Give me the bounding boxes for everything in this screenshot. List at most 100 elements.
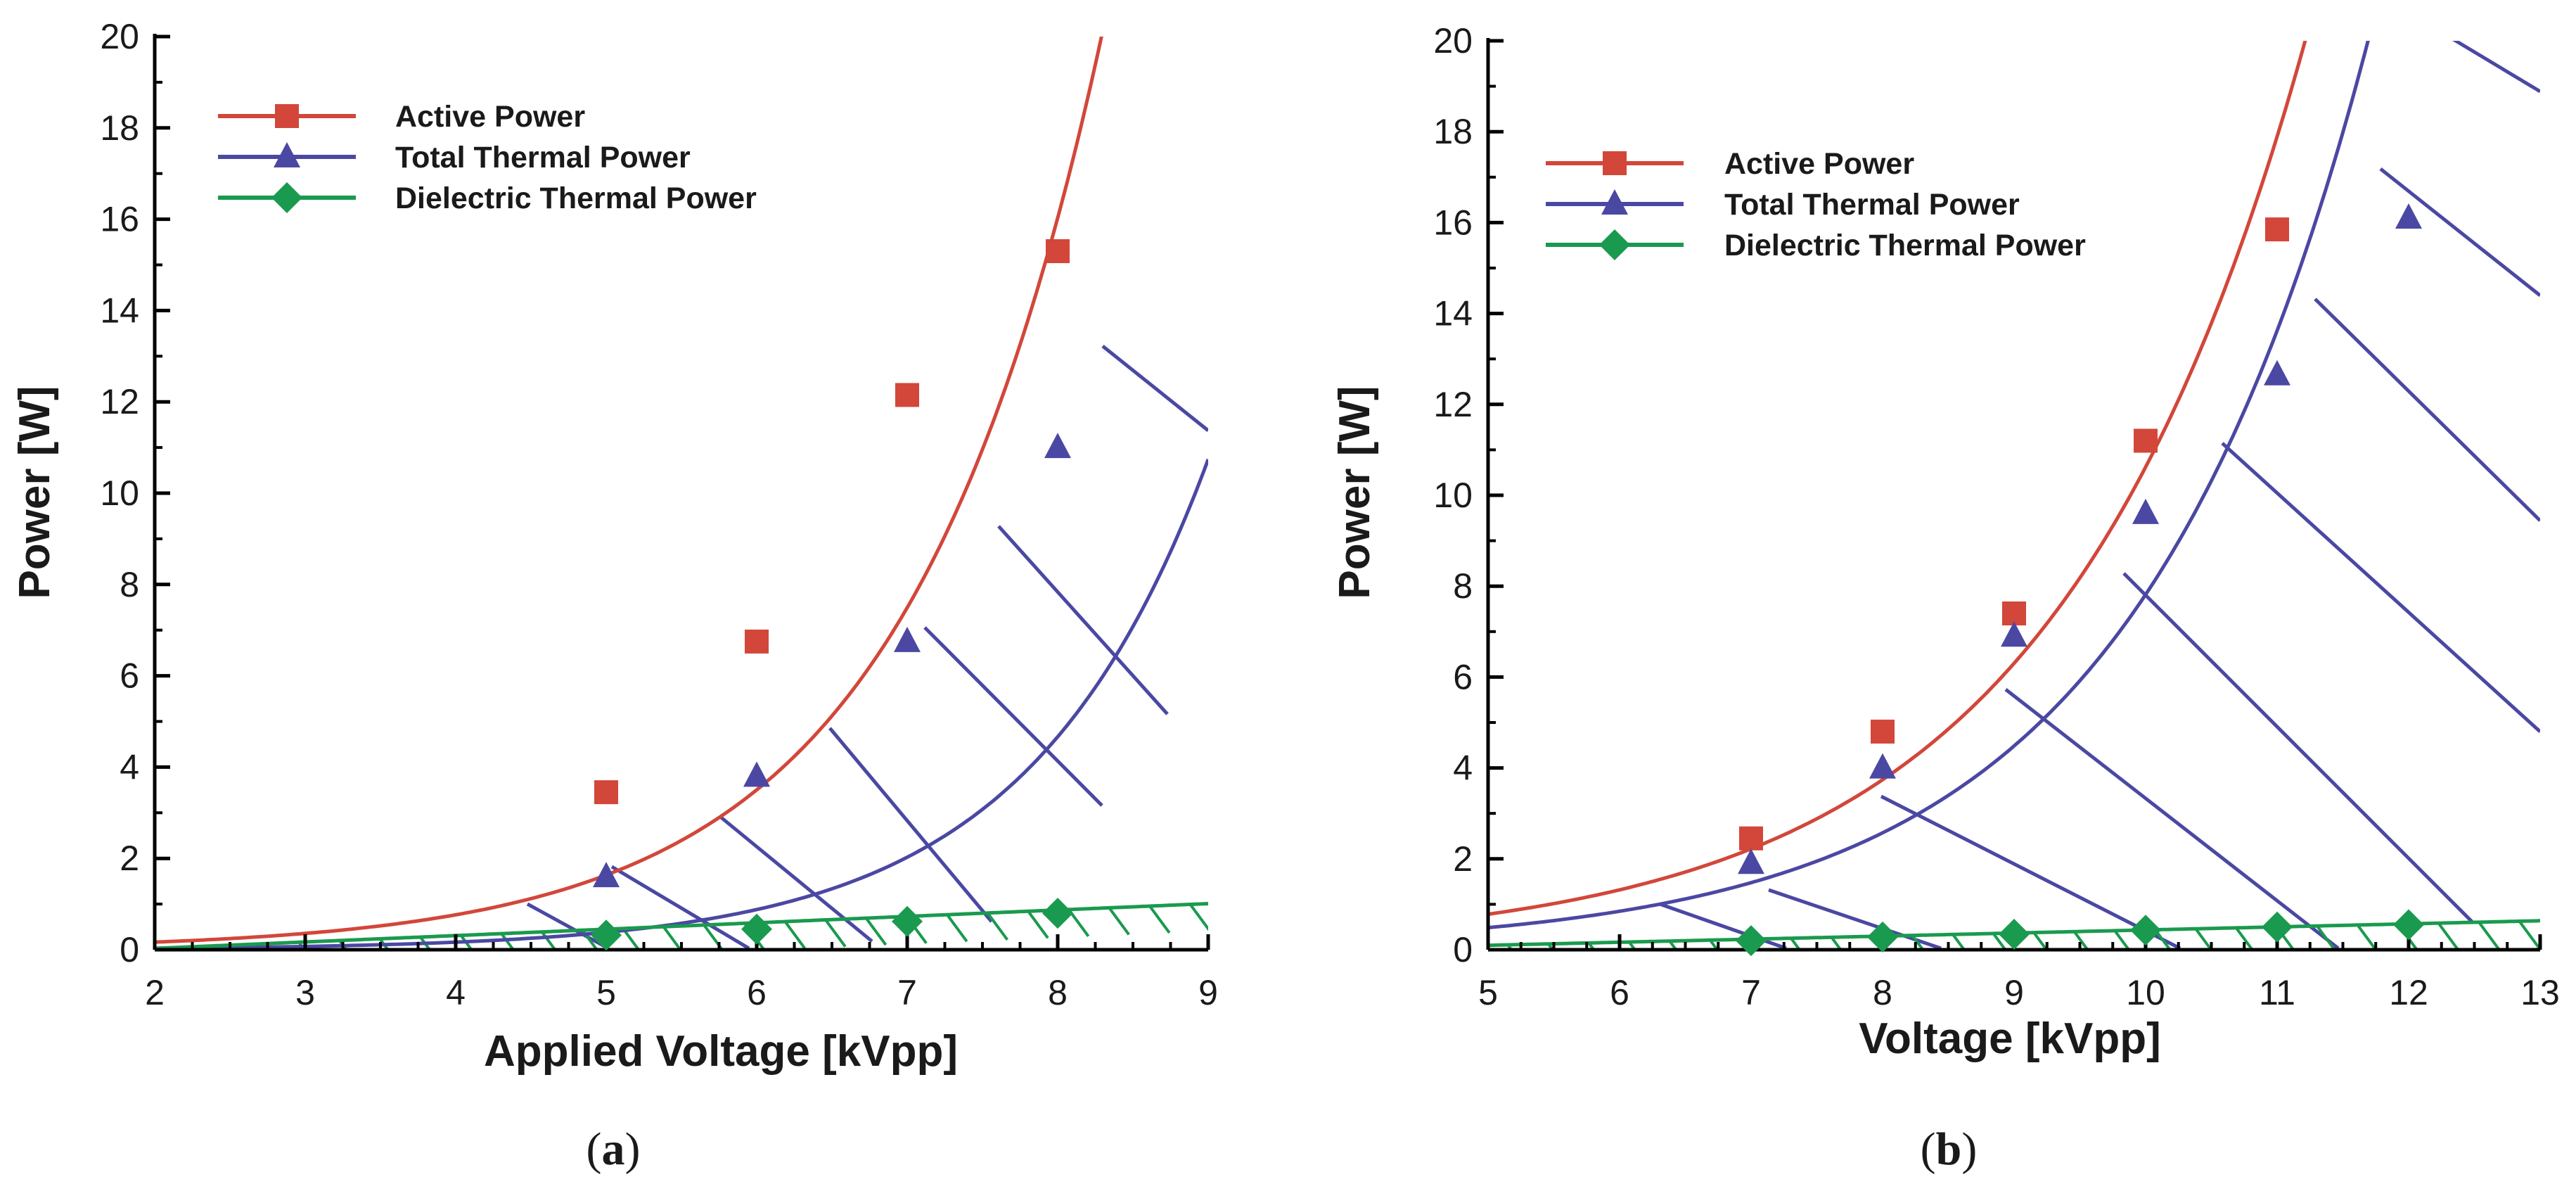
legend-label: Active Power xyxy=(395,100,585,134)
x-tick-label: 6 xyxy=(747,973,767,1012)
y-tick-label: 0 xyxy=(1453,930,1473,969)
hatch-line xyxy=(526,902,610,950)
hatch-tick xyxy=(2518,920,2540,949)
hatch-line xyxy=(2314,298,2540,522)
x-axis-title: Applied Voltage [kVpp] xyxy=(484,1027,958,1076)
data-point-diamond xyxy=(741,913,772,945)
y-tick-label: 0 xyxy=(120,930,139,969)
caption-b: (b) xyxy=(1921,1123,1978,1175)
data-point-square xyxy=(594,780,618,805)
hatch-tick xyxy=(1628,941,1637,950)
hatch-tick xyxy=(1148,905,1171,934)
hatch-tick xyxy=(1668,940,1678,950)
y-tick-label: 10 xyxy=(1433,476,1473,515)
legend-marker-triangle xyxy=(274,142,300,167)
hatch-line xyxy=(2122,572,2473,923)
hatch-tick xyxy=(1546,943,1555,950)
data-point-triangle xyxy=(2132,498,2159,524)
hatch-line xyxy=(2452,41,2540,94)
series-2-markers xyxy=(591,898,1073,951)
hatch-line xyxy=(997,525,1169,715)
legend-item: Active Power xyxy=(1546,147,1914,181)
x-tick-label: 7 xyxy=(1741,973,1761,1012)
data-point-diamond xyxy=(1999,919,2030,950)
data-point-diamond xyxy=(1736,925,1767,957)
thermal-hatch xyxy=(1659,41,2540,950)
x-tick-label: 5 xyxy=(1478,973,1498,1012)
hatch-line xyxy=(2221,442,2540,733)
data-point-square xyxy=(2265,217,2289,242)
y-tick-label: 6 xyxy=(1453,657,1473,696)
y-tick-label: 20 xyxy=(1433,21,1473,61)
hatch-tick xyxy=(1188,903,1208,931)
y-tick-label: 2 xyxy=(1453,839,1473,879)
data-point-diamond xyxy=(591,919,622,951)
y-tick-label: 18 xyxy=(100,108,139,148)
hatch-line xyxy=(1768,888,1942,950)
series-0-markers xyxy=(594,239,1070,805)
hatch-tick xyxy=(2072,931,2090,950)
data-point-triangle xyxy=(2001,621,2027,647)
y-tick-label: 8 xyxy=(1453,566,1473,606)
hatch-tick xyxy=(824,919,847,948)
data-point-diamond xyxy=(1867,921,1898,953)
legend-label: Total Thermal Power xyxy=(395,141,691,174)
hatch-tick xyxy=(1830,936,1843,950)
y-tick-label: 4 xyxy=(1453,749,1473,788)
y-tick-label: 10 xyxy=(100,473,139,513)
hatch-tick xyxy=(1587,942,1596,950)
x-tick-label: 9 xyxy=(2004,973,2024,1012)
data-point-triangle xyxy=(894,626,921,652)
y-tick-label: 6 xyxy=(120,656,139,696)
fit-line-1 xyxy=(154,459,1208,950)
legend-marker-square xyxy=(1603,151,1627,175)
hatch-tick xyxy=(2154,929,2172,950)
data-point-triangle xyxy=(743,761,770,787)
hatch-tick xyxy=(622,927,641,950)
legend-marker-triangle xyxy=(1601,189,1628,215)
hatch-tick xyxy=(1952,934,1966,950)
data-point-triangle xyxy=(2264,359,2290,386)
legend-label: Dielectric Thermal Power xyxy=(1724,229,2086,262)
hatch-tick xyxy=(419,936,432,950)
hatch-tick xyxy=(1027,910,1049,939)
y-tick-label: 12 xyxy=(1433,385,1473,424)
legend-item: Active Power xyxy=(218,100,585,134)
hatch-tick xyxy=(1108,907,1130,936)
x-tick-label: 8 xyxy=(1048,973,1068,1012)
legend-marker-diamond xyxy=(271,182,302,213)
series-1-markers xyxy=(593,433,1071,888)
legend-item: Total Thermal Power xyxy=(218,141,691,174)
hatch-line xyxy=(1101,345,1208,432)
fit-curves xyxy=(1487,41,2540,948)
y-tick-label: 12 xyxy=(100,382,139,421)
data-point-square xyxy=(2134,428,2158,453)
hatch-tick xyxy=(2356,924,2378,950)
legend: Active Power Total Thermal Power Dielectri… xyxy=(218,100,757,215)
x-tick-label: 4 xyxy=(446,973,466,1012)
fit-line-0 xyxy=(154,37,1103,944)
hatch-tick xyxy=(2437,922,2460,950)
x-tick-label: 9 xyxy=(1198,973,1218,1012)
x-tick-label: 8 xyxy=(1873,973,1892,1012)
series-2-markers xyxy=(1736,909,2424,957)
data-point-triangle xyxy=(593,862,620,888)
y-tick-label: 16 xyxy=(100,200,139,239)
y-axis-title: Power [W] xyxy=(1331,386,1379,599)
x-tick-label: 12 xyxy=(2389,973,2428,1012)
caption-a: (a) xyxy=(587,1123,641,1175)
data-point-square xyxy=(1871,719,1895,744)
y-axis-title: Power [W] xyxy=(11,386,59,599)
hatch-tick xyxy=(946,914,968,943)
hatch-tick xyxy=(2235,927,2255,950)
data-point-diamond xyxy=(1042,898,1073,929)
data-point-square xyxy=(1739,826,1763,851)
hatch-line xyxy=(1880,794,2181,950)
hatch-line xyxy=(923,626,1103,807)
data-point-diamond xyxy=(892,905,923,937)
hatch-tick xyxy=(2478,921,2500,950)
y-tick-label: 16 xyxy=(1433,203,1473,242)
y-tick-label: 2 xyxy=(120,839,139,878)
thermal-hatch xyxy=(526,345,1208,950)
